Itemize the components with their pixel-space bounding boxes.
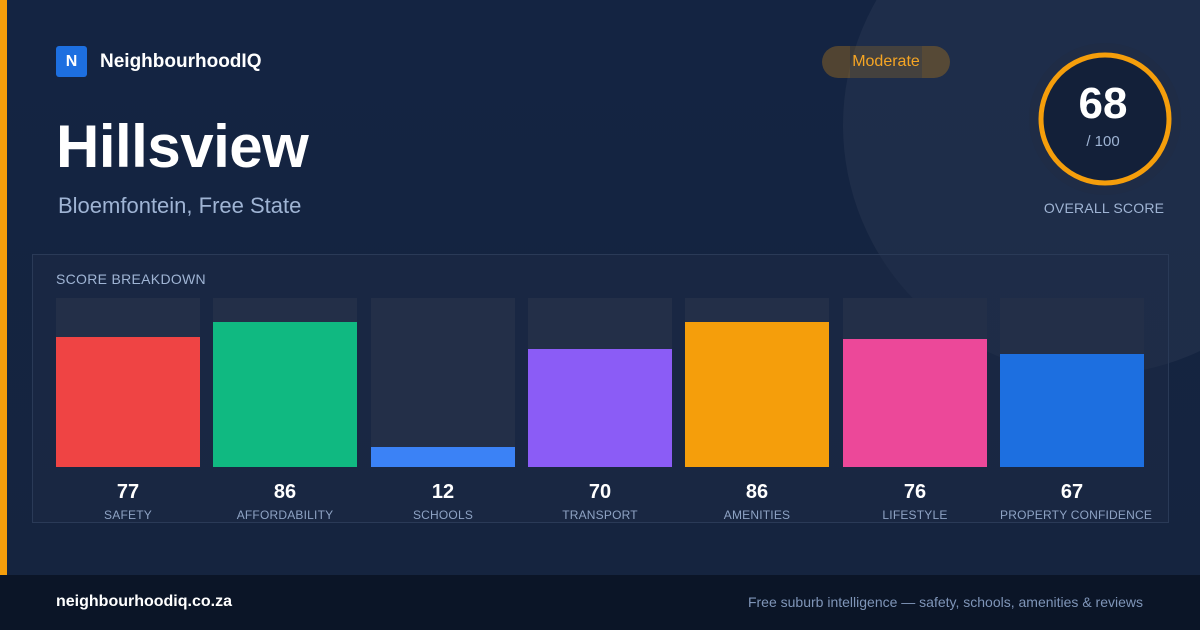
metric-schools: 12 SCHOOLS [371,298,515,522]
metric-bar-fill [685,321,829,467]
metric-bar-fill [56,336,200,467]
metric-bar-fill [1000,353,1144,467]
overall-score-value: 68 [1078,79,1128,128]
suburb-location: Bloemfontein, Free State [58,193,302,218]
brand[interactable]: N NeighbourhoodIQ [56,46,261,77]
metric-bar-fill [843,338,987,467]
footer [0,575,1200,630]
metric-safety: 77 SAFETY [56,298,200,522]
gauge-inner-disc [1041,55,1169,183]
metric-value: 67 [1060,481,1084,503]
suburb-title: Hillsview [56,113,309,180]
metric-lifestyle: 76 LIFESTYLE [843,298,987,522]
metric-bar-track [528,298,672,467]
metric-value: 76 [903,481,927,503]
metric-bar-fill [213,321,357,467]
metric-label: PROPERTY CONFIDENCE [1000,508,1153,522]
metric-bar-track [213,298,357,467]
metric-affordability: 86 AFFORDABILITY [213,298,357,522]
metric-bar-fill [528,348,672,467]
metric-bar-track [56,298,200,467]
metric-value: 70 [588,481,612,503]
metric-value: 12 [431,481,455,503]
overall-score-gauge [1029,43,1181,195]
score-breakdown-title: SCORE BREAKDOWN [56,271,206,287]
metric-value: 86 [273,481,297,503]
metric-amenities: 86 AMENITIES [685,298,829,522]
metric-transport: 70 TRANSPORT [528,298,672,522]
overall-score-label: OVERALL SCORE [1043,200,1165,216]
metric-value: 86 [745,481,769,503]
footer-tagline: Free suburb intelligence — safety, schoo… [747,594,1143,610]
metric-label: SAFETY [104,508,152,522]
brand-logo-icon: N [56,46,87,77]
metric-bar-track [371,298,515,467]
metric-label: TRANSPORT [562,508,638,522]
gauge-ring [1038,52,1172,186]
metric-property-confidence: 67 PROPERTY CONFIDENCE [1000,298,1153,522]
metric-bar-track [1000,298,1144,467]
footer-url[interactable]: neighbourhoodiq.co.za [56,593,232,610]
overall-score-max: / 100 [1086,133,1120,150]
rating-badge-label: Moderate [852,53,920,70]
metric-value: 77 [116,481,140,503]
rating-badge: Moderate [822,46,950,78]
metric-bar-fill [371,446,515,467]
metric-bar-track [843,298,987,467]
accent-bar [0,0,7,575]
metric-label: LIFESTYLE [882,508,948,522]
metric-label: AFFORDABILITY [236,508,334,522]
metric-label: AMENITIES [723,508,791,522]
brand-name: NeighbourhoodIQ [100,50,262,72]
metric-label: SCHOOLS [412,508,474,522]
metric-bar-track [685,298,829,467]
